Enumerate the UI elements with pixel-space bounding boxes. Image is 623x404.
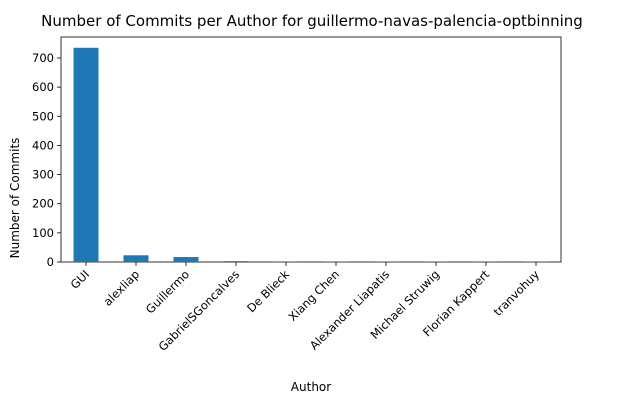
y-tick-label: 500 [32, 109, 54, 123]
x-axis-label: Author [291, 380, 331, 394]
y-tick-label: 700 [32, 51, 54, 65]
plot-frame [60, 36, 562, 263]
y-tick-label: 600 [32, 80, 54, 94]
y-tick-label: 0 [47, 255, 54, 269]
bar [73, 47, 99, 263]
plot-area [60, 36, 562, 263]
x-tick-label: alexliap [101, 267, 142, 308]
x-tick-label: De Blieck [244, 267, 292, 315]
x-tick-label: Guillermo [143, 267, 192, 316]
bar [223, 261, 249, 262]
bar-series [73, 47, 549, 263]
bar [273, 261, 299, 262]
x-tick-label: GUI [68, 267, 93, 292]
y-axis: 0 100 200 300 400 500 600 700 [32, 51, 61, 269]
y-tick-label: 200 [32, 197, 54, 211]
x-tick-label: tranvohuy [491, 267, 543, 319]
bar [123, 255, 149, 262]
chart-title: Number of Commits per Author for guiller… [41, 12, 583, 30]
y-tick-label: 100 [32, 226, 54, 240]
y-axis-label: Number of Commits [8, 138, 22, 259]
bar [173, 257, 199, 262]
y-tick-label: 300 [32, 168, 54, 182]
y-tick-label: 400 [32, 138, 54, 152]
